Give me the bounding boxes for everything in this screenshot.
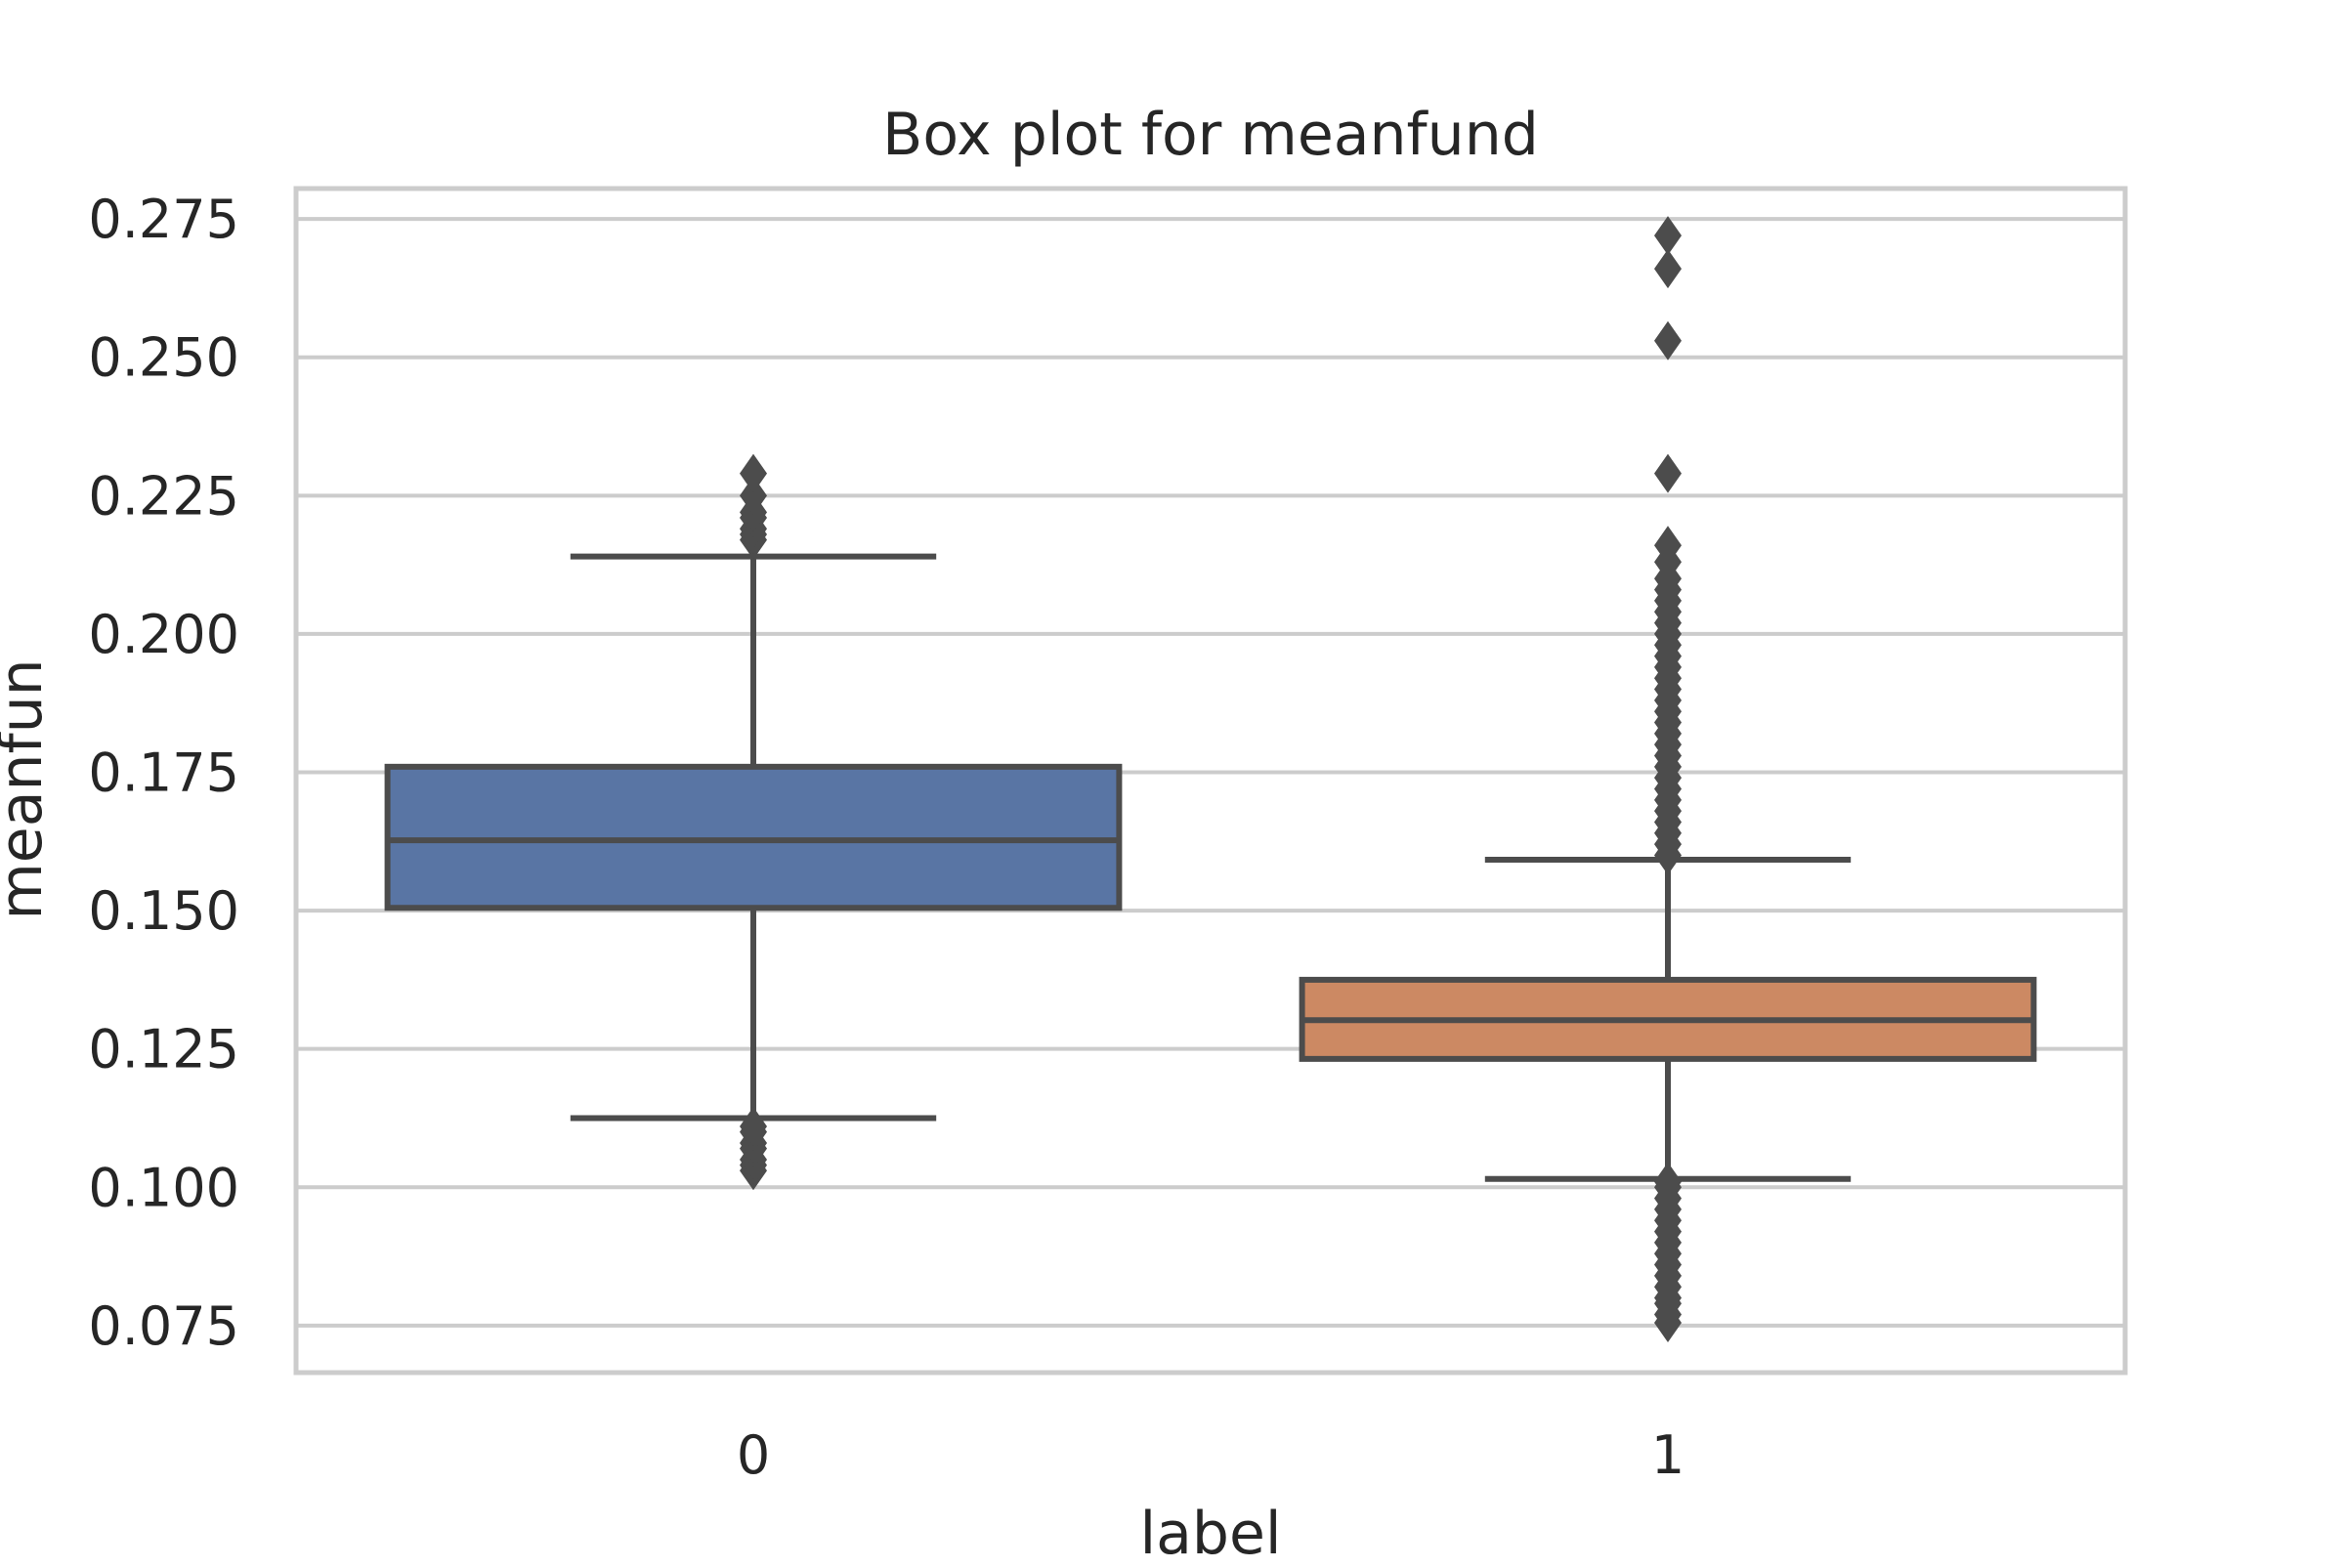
y-tick-label: 0.200 <box>88 604 239 665</box>
chart-title: Box plot for meanfund <box>882 101 1539 169</box>
outlier-point <box>1654 320 1682 360</box>
outlier-point <box>1654 453 1682 493</box>
y-tick-label: 0.225 <box>88 465 239 527</box>
x-tick-label: 1 <box>1651 1424 1684 1486</box>
y-tick-label: 0.125 <box>88 1019 239 1081</box>
y-tick-label: 0.250 <box>88 327 239 389</box>
plot-frame <box>293 186 2128 1376</box>
outlier-point <box>740 453 767 493</box>
y-tick-label: 0.175 <box>88 742 239 804</box>
outlier-point <box>1654 216 1682 256</box>
x-axis-label: label <box>1139 1500 1281 1563</box>
outlier-point <box>1654 249 1682 289</box>
y-axis-label: meanfun <box>0 658 56 919</box>
box-layer <box>384 216 2037 1343</box>
y-tick-label: 0.150 <box>88 880 239 942</box>
iqr-box <box>384 763 1123 911</box>
outlier-point <box>1654 1162 1682 1202</box>
outlier-point <box>740 1106 767 1146</box>
box-group-1 <box>1299 216 2037 1343</box>
y-tick-label: 0.275 <box>88 189 239 250</box>
y-tick-label: 0.075 <box>88 1295 239 1357</box>
y-tick-labels: 0.075 0.100 0.125 0.150 0.175 0.200 0.225 0.250… <box>88 189 239 1357</box>
outlier-point <box>740 476 767 516</box>
outlier-point <box>1654 526 1682 566</box>
y-tick-label: 0.100 <box>88 1157 239 1218</box>
x-tick-label: 0 <box>737 1424 770 1486</box>
box-group-0 <box>384 453 1123 1191</box>
